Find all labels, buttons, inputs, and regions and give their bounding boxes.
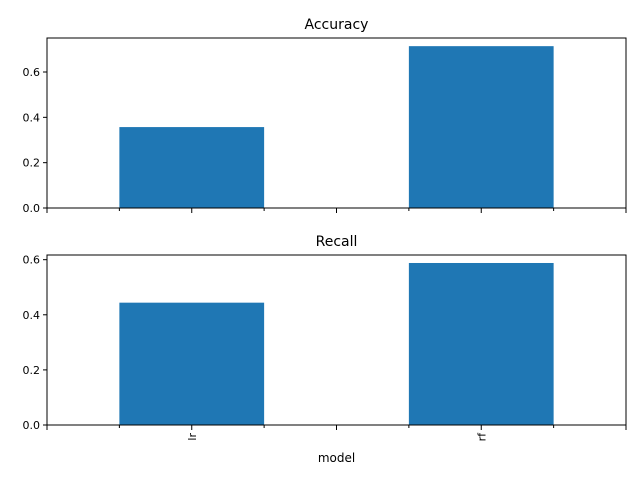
accuracy-bar-rf bbox=[408, 46, 554, 208]
x-category-label-rf: rf bbox=[475, 432, 488, 442]
recall-ytick-label-3: 0.6 bbox=[23, 254, 41, 267]
recall-ytick-label-0: 0.0 bbox=[23, 419, 41, 432]
accuracy-bar-lr bbox=[119, 127, 265, 208]
accuracy-ytick-label-0: 0.0 bbox=[23, 202, 41, 215]
x-category-label-lr: lr bbox=[186, 433, 199, 441]
accuracy-ytick-label-1: 0.2 bbox=[23, 157, 41, 170]
accuracy-subplot: Accuracy 0.0 0.2 0.4 0.6 bbox=[23, 17, 627, 215]
recall-title: Recall bbox=[316, 234, 358, 250]
accuracy-title: Accuracy bbox=[305, 17, 369, 33]
accuracy-ytick-label-2: 0.4 bbox=[23, 111, 41, 124]
recall-bar-lr bbox=[119, 302, 265, 425]
x-axis-label: model bbox=[318, 451, 355, 465]
recall-bar-rf bbox=[408, 262, 554, 425]
accuracy-ytick-label-3: 0.6 bbox=[23, 66, 41, 79]
recall-ytick-label-2: 0.4 bbox=[23, 309, 41, 322]
recall-ytick-label-1: 0.2 bbox=[23, 364, 41, 377]
recall-subplot: Recall 0.0 0.2 0.4 0.6 lr rf bbox=[23, 234, 627, 441]
